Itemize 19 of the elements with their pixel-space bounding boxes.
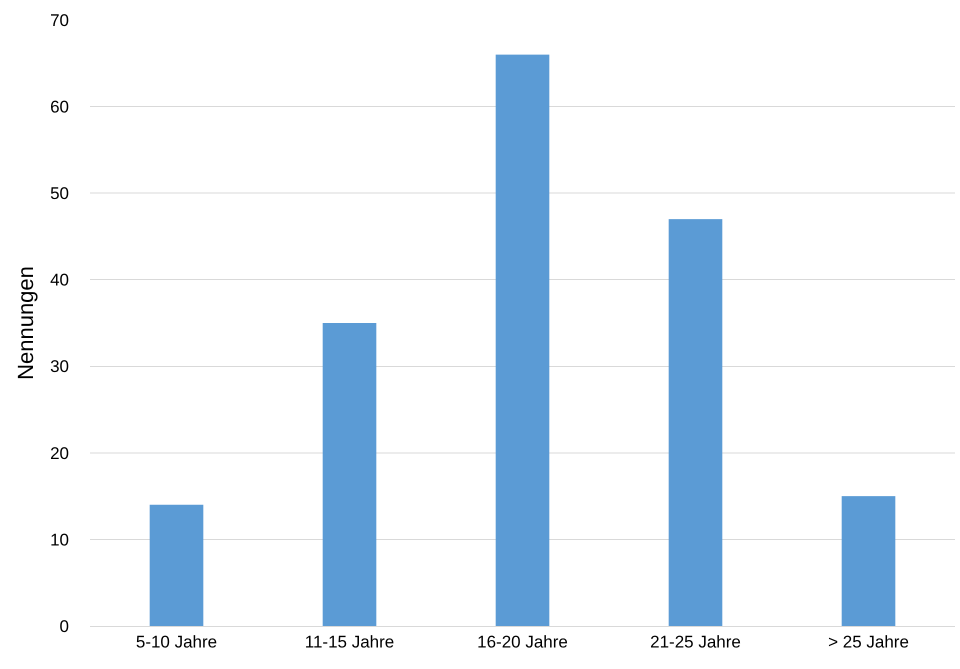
- y-tick-label: 20: [50, 444, 69, 463]
- y-tick-label: 40: [50, 270, 69, 290]
- y-tick-label: 50: [50, 184, 69, 204]
- x-tick-label: > 25 Jahre: [828, 632, 909, 652]
- y-tick-label: 70: [50, 10, 69, 30]
- bar: [150, 504, 204, 626]
- bar: [496, 54, 550, 626]
- x-tick-label: 21-25 Jahre: [650, 632, 741, 652]
- x-tick-label: 5-10 Jahre: [136, 632, 218, 652]
- bar: [322, 323, 376, 626]
- y-tick-label: 0: [60, 616, 69, 636]
- x-tick-label: 11-15 Jahre: [304, 632, 394, 652]
- y-axis-title: Nennungen: [12, 266, 38, 380]
- x-tick-label: 16-20 Jahre: [477, 632, 568, 652]
- y-tick-label: 60: [50, 98, 69, 117]
- y-tick-label: 10: [50, 530, 69, 550]
- bar: [668, 219, 722, 626]
- bar: [842, 496, 896, 626]
- y-tick-label: 30: [50, 357, 69, 376]
